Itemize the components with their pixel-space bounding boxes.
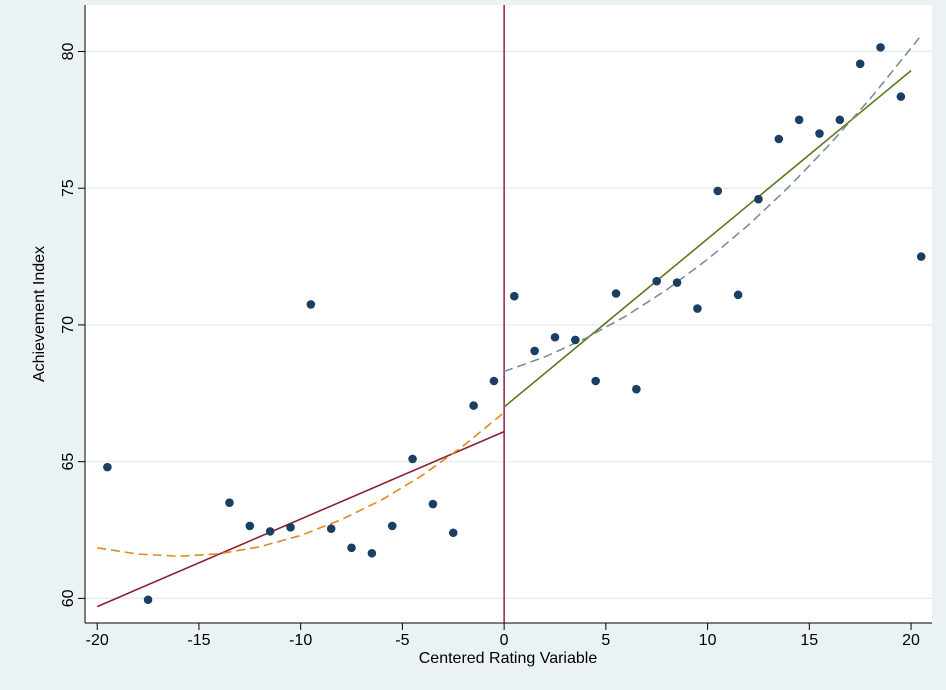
point <box>855 59 865 69</box>
x-tick-label: 20 <box>902 632 920 649</box>
x-tick-label: -20 <box>86 632 109 649</box>
x-tick-label: -15 <box>187 632 210 649</box>
point <box>876 43 885 52</box>
x-tick-label: 0 <box>500 632 509 649</box>
point <box>713 186 723 196</box>
point <box>815 129 824 138</box>
point <box>693 304 702 313</box>
point <box>774 134 784 144</box>
point <box>469 401 478 410</box>
y-tick-label: 65 <box>60 453 77 471</box>
point <box>489 376 499 386</box>
point <box>347 543 356 553</box>
y-tick-label: 60 <box>60 589 77 607</box>
y-axis-label: Achievement Index <box>31 246 48 382</box>
point <box>916 252 926 261</box>
point <box>387 521 397 531</box>
point <box>448 528 458 538</box>
point <box>571 335 580 345</box>
point <box>225 498 234 507</box>
x-tick-label: 5 <box>601 632 610 649</box>
point <box>530 346 539 356</box>
fit-line <box>503 37 920 373</box>
point <box>591 376 600 386</box>
x-axis-label: Centered Rating Variable <box>419 650 598 667</box>
point <box>143 595 153 605</box>
point <box>835 115 845 125</box>
point <box>286 522 295 532</box>
y-tick-label: 80 <box>60 42 77 60</box>
point <box>652 276 662 286</box>
x-tick-label: -10 <box>289 632 312 649</box>
point <box>245 521 255 531</box>
point <box>326 524 336 533</box>
point <box>367 548 377 558</box>
fit-line <box>503 70 912 408</box>
point <box>306 300 316 309</box>
point <box>794 115 804 125</box>
point <box>733 290 743 300</box>
point <box>632 384 641 394</box>
point <box>754 194 763 204</box>
plot-area <box>85 5 932 623</box>
point <box>265 527 275 536</box>
point <box>103 462 112 472</box>
point <box>428 499 438 509</box>
y-tick-label: 75 <box>60 179 77 197</box>
point <box>550 332 560 342</box>
point <box>408 454 417 464</box>
y-tick-label: 70 <box>60 316 77 334</box>
point <box>896 92 906 101</box>
point <box>672 278 682 287</box>
point <box>509 291 519 301</box>
point <box>611 289 621 298</box>
fit-line <box>96 430 505 608</box>
x-tick-label: -5 <box>395 632 409 649</box>
x-tick-label: 10 <box>699 632 717 649</box>
x-tick-label: 15 <box>800 632 818 649</box>
